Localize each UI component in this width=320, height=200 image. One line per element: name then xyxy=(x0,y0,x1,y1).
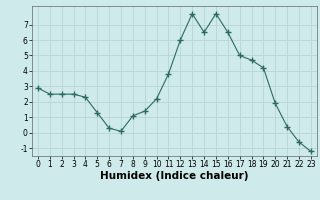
X-axis label: Humidex (Indice chaleur): Humidex (Indice chaleur) xyxy=(100,171,249,181)
